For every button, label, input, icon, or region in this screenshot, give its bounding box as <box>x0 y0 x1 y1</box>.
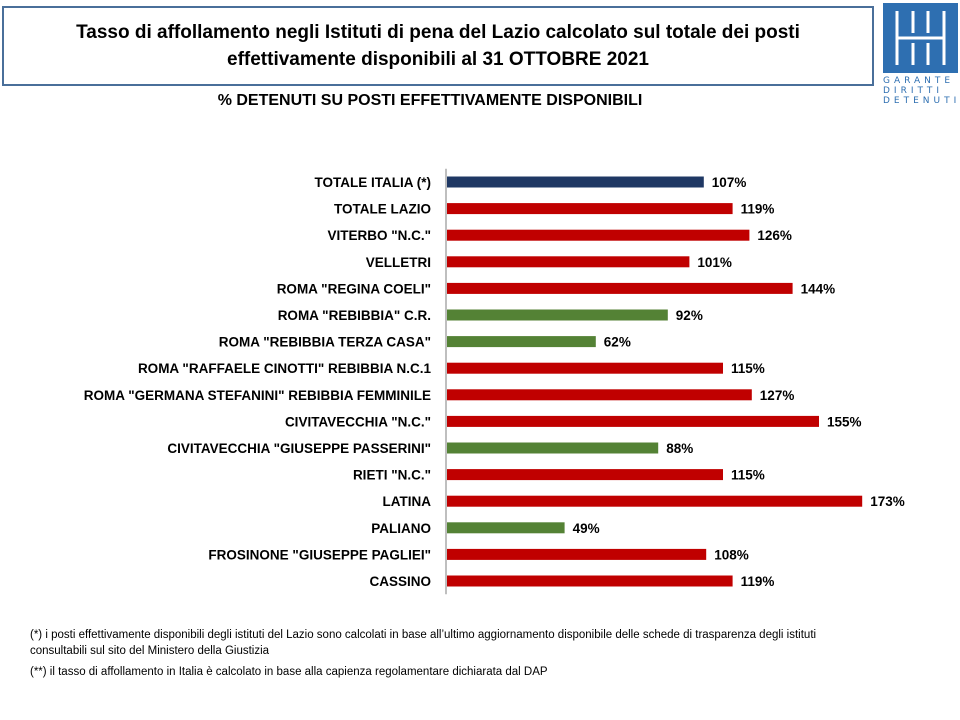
category-label: ROMA "RAFFAELE CINOTTI" REBIBBIA N.C.1 <box>138 361 432 376</box>
category-label: LATINA <box>383 494 432 509</box>
bar <box>447 336 596 348</box>
bar <box>447 442 659 454</box>
bar <box>447 415 819 427</box>
value-label: 155% <box>827 414 862 429</box>
bar <box>447 495 863 507</box>
footnote-line-1: (*) i posti effettivamente disponibili d… <box>30 629 817 641</box>
garante-logo: GARANTE DIRITTI DETENUTI <box>883 3 958 107</box>
category-label: VELLETRI <box>366 255 431 270</box>
value-label: 115% <box>731 468 765 483</box>
bar <box>447 282 793 294</box>
category-label: ROMA "REBIBBIA TERZA CASA" <box>219 335 431 350</box>
value-label: 119% <box>741 574 775 589</box>
value-labels: 107% 119% 126% 101% 144% 92% 62% 115% 127% 155% 88… <box>573 175 905 589</box>
value-label: 144% <box>801 281 836 296</box>
category-label: CASSINO <box>369 574 431 589</box>
bar <box>447 309 668 321</box>
category-label: PALIANO <box>371 521 431 536</box>
bars <box>447 176 863 587</box>
bar <box>447 362 723 374</box>
logo-text-garante: GARANTE <box>883 76 955 86</box>
category-label: TOTALE ITALIA (*) <box>315 175 431 190</box>
logo-text-diritti: DIRITTI <box>883 86 943 96</box>
value-label: 108% <box>714 547 749 562</box>
chart-title-box: Tasso di affollamento negli Istituti di … <box>2 6 874 86</box>
category-labels: TOTALE ITALIA (*) TOTALE LAZIO VITERBO "N.… <box>84 175 432 589</box>
value-label: 107% <box>712 175 747 190</box>
value-label: 127% <box>760 388 795 403</box>
bar <box>447 203 733 215</box>
category-label: CIVITAVECCHIA "N.C." <box>285 414 431 429</box>
category-label: CIVITAVECCHIA "GIUSEPPE PASSERINI" <box>167 441 431 456</box>
value-label: 88% <box>666 441 693 456</box>
category-label: ROMA "REGINA COELI" <box>277 281 431 296</box>
category-label: ROMA "GERMANA STEFANINI" REBIBBIA FEMMIN… <box>84 388 431 403</box>
logo-mark <box>883 3 958 73</box>
category-label: VITERBO "N.C." <box>327 228 431 243</box>
bar <box>447 389 752 401</box>
bar <box>447 229 750 241</box>
logo-text-detenuti: DETENUTI <box>883 96 960 106</box>
bar <box>447 522 565 534</box>
value-label: 101% <box>697 255 732 270</box>
logo-mark-icon <box>883 3 958 73</box>
value-label: 173% <box>870 494 905 509</box>
category-label: FROSINONE "GIUSEPPE PAGLIEI" <box>208 547 431 562</box>
chart-title-line-1: Tasso di affollamento negli Istituti di … <box>76 22 800 43</box>
bar <box>447 256 690 268</box>
bar <box>447 469 723 481</box>
value-label: 92% <box>676 308 703 323</box>
category-label: RIETI "N.C." <box>353 468 431 483</box>
value-label: 115% <box>731 361 765 376</box>
category-label: TOTALE LAZIO <box>334 202 431 217</box>
category-label: ROMA "REBIBBIA" C.R. <box>278 308 431 323</box>
footnote-line-3: (**) il tasso di affollamento in Italia … <box>30 666 548 678</box>
bar <box>447 548 707 560</box>
footnote-line-2: consultabili sul sito del Ministero dell… <box>30 645 270 657</box>
chart-title-line-2: effettivamente disponibili al 31 OTTOBRE… <box>227 49 649 70</box>
chart-subtitle: % DETENUTI SU POSTI EFFETTIVAMENTE DISPO… <box>217 92 643 109</box>
bar <box>447 575 733 587</box>
bar-chart: TOTALE ITALIA (*) TOTALE LAZIO VITERBO "N.… <box>84 168 905 595</box>
value-label: 126% <box>757 228 792 243</box>
value-label: 119% <box>741 202 775 217</box>
bar <box>447 176 704 188</box>
value-label: 49% <box>573 521 600 536</box>
value-label: 62% <box>604 335 631 350</box>
